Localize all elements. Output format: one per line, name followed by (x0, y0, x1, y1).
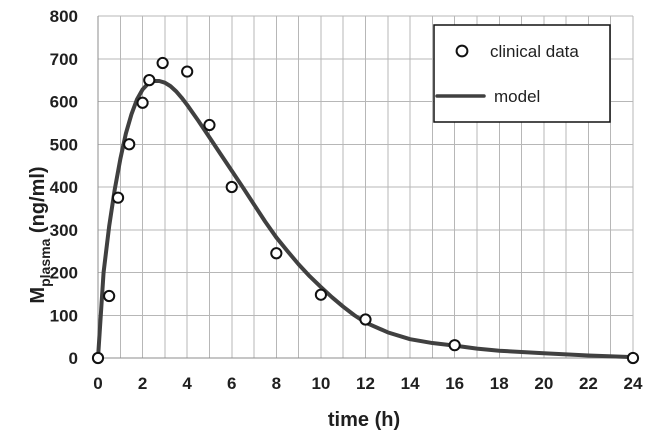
x-tick-label: 0 (93, 374, 102, 393)
y-tick-label: 300 (50, 221, 78, 240)
x-tick-label: 16 (445, 374, 464, 393)
legend-box (433, 24, 611, 123)
y-tick-label: 100 (50, 306, 78, 325)
clinical-data-point (626, 351, 640, 365)
x-tick-label: 4 (182, 374, 192, 393)
axes-layer (97, 16, 633, 359)
model-layer (96, 78, 635, 360)
clinical-data-point (156, 56, 169, 70)
y-axis-title-subscript: plasma (37, 238, 53, 286)
clinical-data-point (448, 339, 461, 352)
grid-layer (97, 15, 634, 359)
y-axis-title-main: M (27, 287, 49, 304)
y-tick-label: 500 (50, 135, 78, 154)
y-axis-title: Mplasma (ng/ml) (27, 166, 53, 303)
y-tick-label: 700 (50, 50, 78, 69)
clinical-data-point (136, 96, 149, 109)
x-tick-label: 6 (227, 374, 236, 393)
clinical-data-point (270, 247, 283, 260)
clinical-data-point (103, 289, 116, 303)
x-tick-label: 24 (624, 374, 643, 393)
y-tick-label: 600 (50, 93, 78, 112)
x-tick-label: 20 (534, 374, 553, 393)
y-tick-label: 200 (50, 264, 78, 283)
legend-clinical-data-marker (455, 44, 469, 58)
y-tick-label: 400 (50, 178, 78, 197)
clinical-data-point (225, 180, 238, 194)
clinical-data-point (111, 191, 125, 204)
clinical-data-point (203, 118, 216, 132)
x-axis-title: time (h) (328, 409, 400, 431)
legend-clinical-data-label: clinical data (490, 42, 579, 61)
legend: clinical data model (433, 24, 611, 123)
clinical-data-point (359, 313, 372, 326)
y-axis-title-units: (ng/ml) (27, 166, 49, 238)
points-layer (91, 56, 640, 365)
x-tick-label: 22 (579, 374, 598, 393)
y-tick-label: 0 (69, 349, 78, 368)
legend-model-label: model (494, 87, 540, 106)
clinical-data-point (181, 65, 194, 78)
x-tick-label: 2 (138, 374, 147, 393)
clinical-data-point (143, 74, 156, 87)
clinical-data-point (91, 351, 105, 365)
x-tick-label: 18 (490, 374, 509, 393)
x-tick-label: 8 (272, 374, 281, 393)
x-tick-label: 10 (311, 374, 330, 393)
x-tick-label: 12 (356, 374, 375, 393)
clinical-data-point (314, 288, 328, 301)
svg-text:Mplasma (ng/ml): Mplasma (ng/ml) (27, 166, 53, 303)
y-tick-label: 800 (50, 7, 78, 26)
x-tick-label: 14 (401, 374, 420, 393)
model-series-line (96, 78, 635, 360)
clinical-data-point (123, 138, 136, 151)
